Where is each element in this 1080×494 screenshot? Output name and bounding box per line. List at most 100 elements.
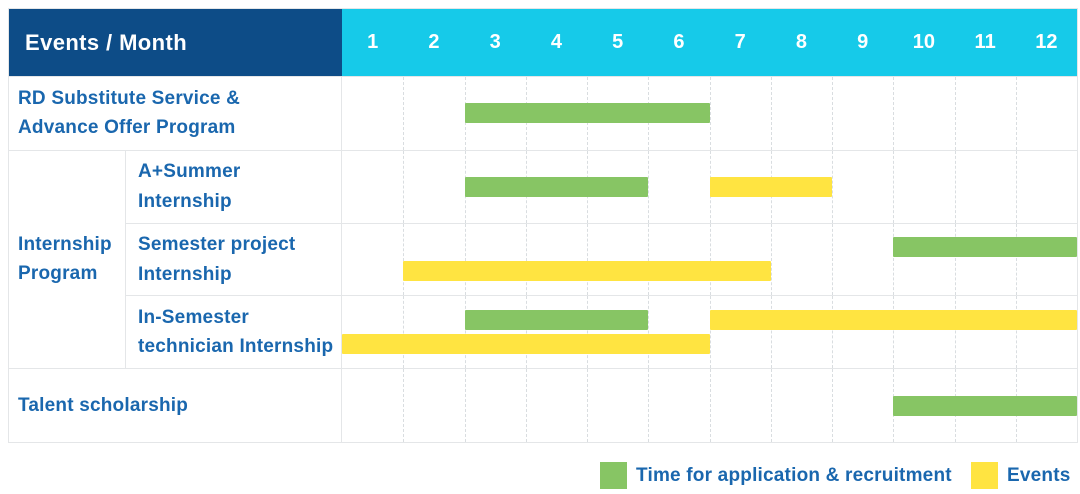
month-gridline	[403, 77, 405, 150]
events-month-table: Events / Month 1 2 3 4 5 6 7 8 9 10 11 12 RD Substi…	[8, 8, 1078, 443]
row-label-a-plus-summer-internship-text: A+Summer Internship	[138, 161, 241, 212]
month-header-9: 9	[857, 31, 869, 53]
yellow-bar	[342, 334, 710, 355]
green-bar	[464, 103, 710, 124]
month-gridline	[403, 223, 405, 296]
month-gridline	[403, 296, 405, 369]
month-header-5: 5	[612, 31, 624, 53]
a-plus-summer-internship-chart	[342, 150, 1077, 223]
month-header-1: 1	[367, 31, 379, 53]
month-gridline	[1015, 150, 1017, 223]
legend-yellow-label: Events	[1007, 464, 1071, 486]
month-header-4: 4	[550, 31, 562, 53]
table-header-row: Events / Month 1 2 3 4 5 6 7 8 9 10 11 12	[9, 9, 1077, 76]
row-label-rd-substitute-program: RD Substitute Service & Advance Offer Pro…	[9, 77, 342, 150]
month-gridline	[893, 296, 895, 369]
month-gridline	[770, 77, 772, 150]
month-gridline	[770, 223, 772, 296]
month-gridline	[709, 223, 711, 296]
month-gridline	[403, 150, 405, 223]
month-gridline	[1015, 296, 1017, 369]
row-label-in-semester-technician-internship: In-Semester technician Internship	[126, 296, 342, 369]
month-header-11: 11	[974, 31, 996, 53]
month-gridline	[464, 296, 466, 369]
month-header-3: 3	[489, 31, 501, 53]
legend-item-events: Events	[971, 462, 1071, 489]
row-label-in-semester-technician-internship-text: In-Semester technician Internship	[138, 307, 334, 358]
month-gridline	[954, 150, 956, 223]
month-header-6: 6	[673, 31, 685, 53]
month-gridline	[832, 296, 833, 369]
month-gridline	[709, 296, 711, 369]
yellow-bar	[709, 309, 1077, 330]
row-rd-substitute-program: RD Substitute Service & Advance Offer Pro…	[9, 76, 1077, 150]
legend: Time for application & recruitment Event…	[0, 462, 1080, 492]
month-gridline	[893, 150, 895, 223]
row-label-semester-project-internship-text: Semester project Internship	[138, 234, 296, 285]
month-gridline	[893, 223, 895, 296]
row-label-a-plus-summer-internship: A+Summer Internship	[126, 150, 342, 223]
month-gridline	[587, 369, 588, 442]
row-label-talent-scholarship-text: Talent scholarship	[18, 394, 189, 416]
talent-scholarship-chart	[342, 369, 1077, 442]
month-gridline	[525, 369, 527, 442]
month-gridline	[648, 296, 650, 369]
legend-green-label: Time for application & recruitment	[636, 464, 952, 486]
month-header-12: 12	[1035, 31, 1058, 53]
green-bar	[893, 236, 1077, 257]
month-gridline	[832, 77, 833, 150]
month-header-10: 10	[912, 31, 935, 53]
legend-item-application: Time for application & recruitment	[600, 462, 952, 489]
month-gridline	[709, 369, 711, 442]
month-gridline	[648, 223, 650, 296]
green-bar	[893, 395, 1077, 416]
month-gridline	[464, 369, 466, 442]
month-header-8: 8	[795, 31, 807, 53]
table-body: RD Substitute Service & Advance Offer Pro…	[9, 76, 1077, 442]
events-month-header: Events / Month	[9, 9, 342, 76]
group-rows-internship-program: A+Summer Internship Semester project Intern…	[126, 150, 1077, 369]
row-semester-project-internship: Semester project Internship	[126, 222, 1077, 296]
month-gridline	[770, 296, 772, 369]
month-gridline	[587, 296, 588, 369]
month-header-strip: 1 2 3 4 5 6 7 8 9 10 11 12	[342, 9, 1077, 76]
legend-green-swatch	[600, 462, 627, 489]
legend-yellow-swatch	[971, 462, 998, 489]
month-gridline	[832, 369, 833, 442]
month-gridline	[893, 77, 895, 150]
row-label-rd-substitute-program-text: RD Substitute Service & Advance Offer Pro…	[18, 87, 241, 139]
month-header-2: 2	[428, 31, 440, 53]
month-gridline	[403, 369, 405, 442]
in-semester-technician-internship-chart	[342, 296, 1077, 369]
month-gridline	[648, 369, 650, 442]
month-header-7: 7	[734, 31, 746, 53]
month-gridline	[770, 369, 772, 442]
yellow-bar	[709, 176, 832, 197]
group-label-internship-program-text: Internship Program	[18, 234, 112, 285]
month-gridline	[1015, 223, 1017, 296]
group-label-internship-program: Internship Program	[9, 150, 126, 369]
month-gridline	[587, 223, 588, 296]
row-label-talent-scholarship: Talent scholarship	[9, 369, 342, 442]
row-label-semester-project-internship: Semester project Internship	[126, 223, 342, 296]
month-gridline	[525, 296, 527, 369]
month-gridline	[954, 223, 956, 296]
row-talent-scholarship: Talent scholarship	[9, 368, 1077, 442]
semester-project-internship-chart	[342, 223, 1077, 296]
row-a-plus-summer-internship: A+Summer Internship	[126, 150, 1077, 223]
month-gridline	[525, 223, 527, 296]
green-bar	[464, 176, 649, 197]
month-gridline	[1015, 77, 1017, 150]
month-gridline	[832, 150, 833, 223]
month-gridline	[464, 223, 466, 296]
month-gridline	[954, 296, 956, 369]
month-gridline	[648, 150, 650, 223]
row-in-semester-technician-internship: In-Semester technician Internship	[126, 295, 1077, 369]
rd-substitute-program-chart	[342, 77, 1077, 150]
month-gridline	[832, 223, 833, 296]
month-gridline	[709, 77, 711, 150]
month-gridline	[954, 77, 956, 150]
group-internship-program: Internship Program A+Summer Internship Semes…	[9, 149, 1077, 369]
green-bar	[464, 309, 649, 330]
